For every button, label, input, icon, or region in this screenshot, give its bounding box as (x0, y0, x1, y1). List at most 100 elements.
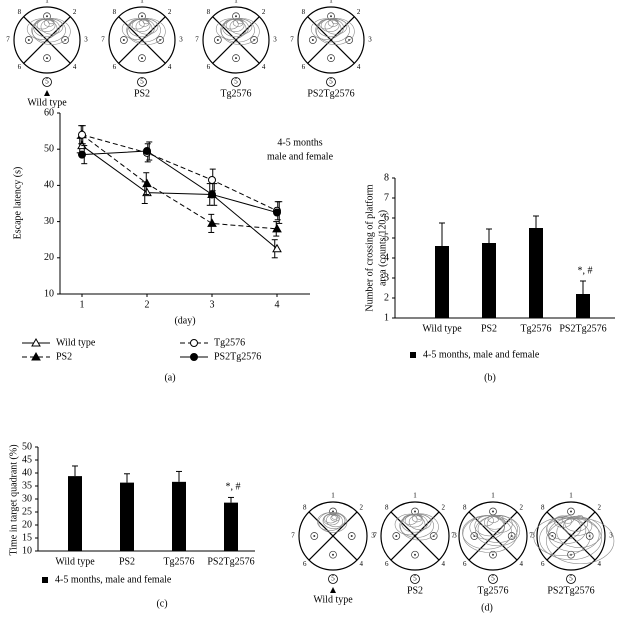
y-tick-label: 15 (22, 532, 32, 543)
panel-label: (b) (484, 372, 496, 383)
y-tick-label: 45 (22, 454, 32, 465)
x-tick-label: Wild type (55, 556, 95, 567)
x-tick-label: 3 (210, 299, 215, 310)
swim-path (539, 517, 602, 561)
swim-path (462, 515, 518, 553)
maze-label: Wild type (313, 594, 353, 605)
start-marker (42, 77, 52, 87)
data-point (272, 243, 282, 253)
start-arrow (330, 587, 336, 593)
maze-label: PS2Tg2576 (307, 88, 354, 99)
maze-pool (13, 6, 81, 74)
maze-platform (489, 550, 497, 559)
data-point (208, 190, 216, 199)
maze-pool (108, 6, 176, 74)
maze-position: 6 (385, 560, 389, 568)
x-tick-label: Wild type (422, 323, 462, 334)
panel-label: (a) (164, 372, 175, 383)
error-bar (124, 473, 130, 483)
maze-position: 6 (207, 63, 211, 71)
maze-position: 3 (368, 36, 372, 44)
maze-platform-dot (141, 57, 143, 60)
bar (482, 243, 496, 318)
legend-marker (190, 353, 198, 361)
maze-position: 1 (569, 492, 573, 500)
maze-position: 2 (73, 8, 77, 16)
maze-platform-dot (330, 15, 332, 18)
maze-platform-dot (235, 57, 237, 60)
y-tick-label: 4 (384, 252, 389, 263)
bar (435, 246, 449, 318)
data-point (272, 223, 282, 233)
legend-swatch (42, 577, 48, 583)
maze-pool (202, 6, 270, 74)
y-tick-label: 50 (22, 441, 32, 452)
annotation: 4-5 months (277, 137, 322, 148)
swim-path (563, 516, 593, 536)
maze-platform-dot (395, 535, 398, 537)
maze-platform (138, 54, 146, 63)
maze-position: 2 (262, 8, 266, 16)
maze-platform (309, 36, 317, 44)
y-tick-label: 10 (22, 545, 32, 556)
maze-divider (390, 511, 440, 561)
maze-position: 5 (331, 575, 335, 583)
maze-position: 2 (357, 8, 361, 16)
maze-position: 3 (84, 36, 88, 44)
annotation: *, # (578, 265, 593, 276)
swim-path (135, 18, 159, 35)
maze-platform-dot (332, 553, 334, 556)
maze-platform-dot (414, 553, 416, 556)
maze-position: 1 (45, 0, 49, 5)
y-tick-label: 35 (22, 480, 32, 491)
legend-label: 4-5 months, male and female (423, 349, 540, 360)
maze-position: 6 (541, 560, 545, 568)
legend-label: Tg2576 (214, 337, 245, 348)
start-marker (410, 574, 420, 584)
swim-path (548, 517, 600, 552)
error-bar (580, 280, 586, 294)
swim-path (26, 18, 58, 40)
maze-position: 1 (413, 492, 417, 500)
maze-position: 8 (303, 503, 307, 511)
y-tick-label: 50 (44, 143, 54, 154)
maze-position: 7 (451, 532, 455, 540)
maze-position: 8 (207, 8, 211, 16)
legend-label: 4-5 months, male and female (55, 574, 172, 585)
panel-label: (d) (481, 602, 493, 613)
maze-position: 1 (234, 0, 238, 5)
maze-position: 2 (442, 503, 446, 511)
maze-position: 5 (234, 78, 238, 86)
maze-label: Wild type (27, 97, 67, 108)
start-marker (488, 574, 498, 584)
x-tick-label: PS2Tg2576 (207, 556, 254, 567)
x-tick-label: 2 (145, 299, 150, 310)
maze-position: 1 (491, 492, 495, 500)
x-tick-label: PS2 (481, 323, 497, 334)
x-axis-label: (day) (174, 315, 195, 326)
maze-position: 1 (329, 0, 333, 5)
data-point (78, 150, 86, 159)
maze-platform-dot (122, 39, 125, 41)
swim-path (221, 17, 260, 45)
maze-platform (310, 532, 319, 540)
bar (120, 482, 134, 551)
start-marker (566, 574, 576, 584)
data-point (142, 187, 152, 197)
maze-position: 4 (520, 560, 524, 568)
swim-path (564, 515, 589, 532)
maze-position: 6 (113, 63, 117, 71)
y-axis-label: Number of crossing of platform (364, 184, 375, 311)
maze-platform-dot (235, 15, 237, 18)
maze-platform (567, 550, 575, 559)
swim-path (546, 516, 582, 540)
maze-position: 8 (18, 8, 22, 16)
swim-path (316, 17, 355, 45)
maze-platform-dot (570, 510, 572, 513)
bar (68, 476, 82, 551)
y-tick-label: 30 (22, 493, 32, 504)
y-tick-label: 5 (384, 232, 389, 243)
legend-swatch (410, 352, 416, 358)
maze-platform (327, 54, 335, 63)
